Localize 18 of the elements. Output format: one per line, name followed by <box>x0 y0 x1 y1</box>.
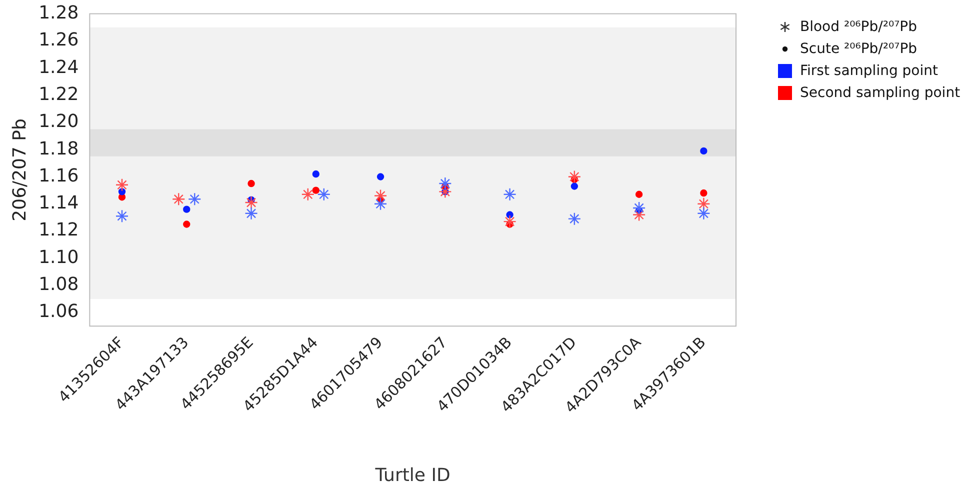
y-tick-label: 1.28 <box>38 2 79 24</box>
text: Blood ²⁰⁶Pb/²⁰⁷Pb <box>800 18 918 37</box>
text: Scute ²⁰⁶Pb/²⁰⁷Pb <box>800 40 918 59</box>
y-tick-label: 1.24 <box>38 56 79 78</box>
y-tick-label: 1.06 <box>38 301 79 322</box>
y-tick-label: 1.14 <box>38 192 79 214</box>
y-axis-title: 206/207 Pb <box>9 118 30 222</box>
text: Second sampling point <box>800 84 960 103</box>
y-tick-label: 1.12 <box>38 220 79 241</box>
y-tick-label: 1.20 <box>38 111 79 132</box>
x-axis-title: Turtle ID <box>374 464 450 486</box>
text: First sampling point <box>800 62 938 81</box>
y-tick-label: 1.10 <box>38 246 79 268</box>
y-tick-label: 1.22 <box>38 84 79 105</box>
y-tick-label: 1.08 <box>38 274 79 296</box>
y-tick-label: 1.18 <box>38 138 79 160</box>
y-tick-label: 1.26 <box>38 30 79 51</box>
y-tick-label: 1.16 <box>38 165 79 186</box>
